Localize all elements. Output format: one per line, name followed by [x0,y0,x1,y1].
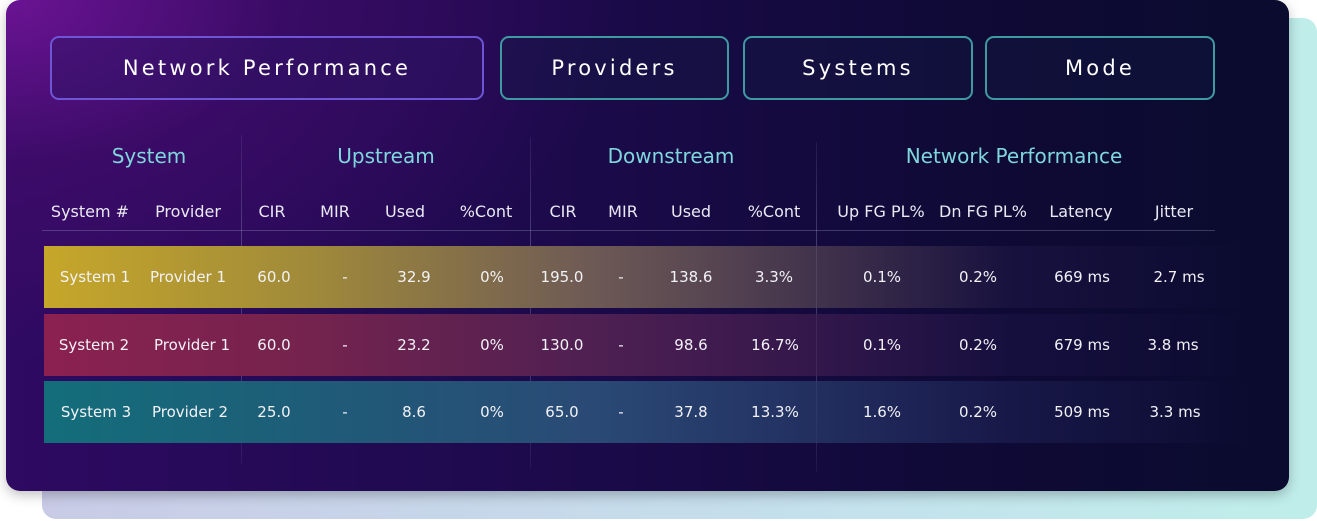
group-header-system: System [111,144,187,168]
table-row[interactable]: System 1 Provider 1 60.0 - 32.9 0% 195.0… [44,246,1254,308]
cell-dn-cont: 3.3% [754,268,794,286]
cell-provider: Provider 2 [151,403,229,421]
group-header-downstream: Downstream [607,144,735,168]
cell-system: System 3 [60,403,132,421]
cell-dn-fg-pl: 0.2% [958,268,998,286]
column-header-latency: Latency [1049,202,1113,221]
column-header-dn-fg-pl: Dn FG PL% [939,202,1027,221]
column-header-provider: Provider [155,202,221,221]
cell-dn-cir: 195.0 [540,268,584,286]
column-header-up-cont: %Cont [459,202,513,221]
cell-dn-mir: - [618,403,624,421]
header-divider [42,230,1215,231]
cell-dn-used: 98.6 [674,336,708,354]
dashboard-card: Network Performance Providers Systems Mo… [6,0,1289,491]
cell-dn-used: 37.8 [674,403,708,421]
cell-up-cont: 0% [480,403,504,421]
tab-systems[interactable]: Systems [743,36,973,100]
column-header-dn-mir: MIR [608,202,638,221]
cell-up-mir: - [342,403,348,421]
cell-up-used: 32.9 [397,268,431,286]
tab-bar: Network Performance Providers Systems Mo… [6,0,1289,110]
cell-provider: Provider 1 [149,268,227,286]
cell-up-fg-pl: 0.1% [862,336,902,354]
column-header-system-number: System # [50,202,130,221]
tab-providers[interactable]: Providers [500,36,729,100]
column-header-jitter: Jitter [1154,202,1194,221]
group-header-upstream: Upstream [337,144,435,168]
cell-up-used: 23.2 [397,336,431,354]
cell-up-used: 8.6 [402,403,426,421]
cell-up-fg-pl: 1.6% [862,403,902,421]
cell-up-cir: 25.0 [257,403,291,421]
column-header-up-used: Used [384,202,426,221]
cell-dn-cont: 16.7% [751,336,799,354]
group-header-network-performance: Network Performance [905,144,1123,168]
cell-latency: 669 ms [1054,268,1110,286]
column-header-dn-cir: CIR [549,202,577,221]
column-header-up-mir: MIR [320,202,350,221]
cell-up-cir: 60.0 [257,336,291,354]
column-header-up-fg-pl: Up FG PL% [837,202,925,221]
tab-mode[interactable]: Mode [985,36,1215,100]
cell-dn-mir: - [618,268,624,286]
cell-up-cir: 60.0 [257,268,291,286]
cell-system: System 2 [58,336,130,354]
cell-provider: Provider 1 [153,336,231,354]
column-header-up-cir: CIR [258,202,286,221]
cell-up-fg-pl: 0.1% [862,268,902,286]
cell-system: System 1 [59,268,131,286]
cell-dn-mir: - [618,336,624,354]
cell-up-mir: - [342,336,348,354]
cell-up-mir: - [342,268,348,286]
cell-latency: 679 ms [1054,336,1110,354]
cell-dn-cont: 13.3% [751,403,799,421]
cell-dn-fg-pl: 0.2% [958,403,998,421]
cell-up-cont: 0% [480,336,504,354]
cell-jitter: 3.3 ms [1149,403,1201,421]
cell-jitter: 3.8 ms [1147,336,1199,354]
column-header-dn-cont: %Cont [747,202,801,221]
table-row[interactable]: System 3 Provider 2 25.0 - 8.6 0% 65.0 -… [44,381,1254,443]
cell-dn-cir: 65.0 [545,403,579,421]
tab-network-performance[interactable]: Network Performance [50,36,484,100]
cell-up-cont: 0% [480,268,504,286]
column-header-dn-used: Used [670,202,712,221]
cell-dn-fg-pl: 0.2% [958,336,998,354]
cell-dn-used: 138.6 [669,268,713,286]
cell-latency: 509 ms [1054,403,1110,421]
cell-dn-cir: 130.0 [540,336,584,354]
table-row[interactable]: System 2 Provider 1 60.0 - 23.2 0% 130.0… [44,314,1254,376]
cell-jitter: 2.7 ms [1153,268,1205,286]
